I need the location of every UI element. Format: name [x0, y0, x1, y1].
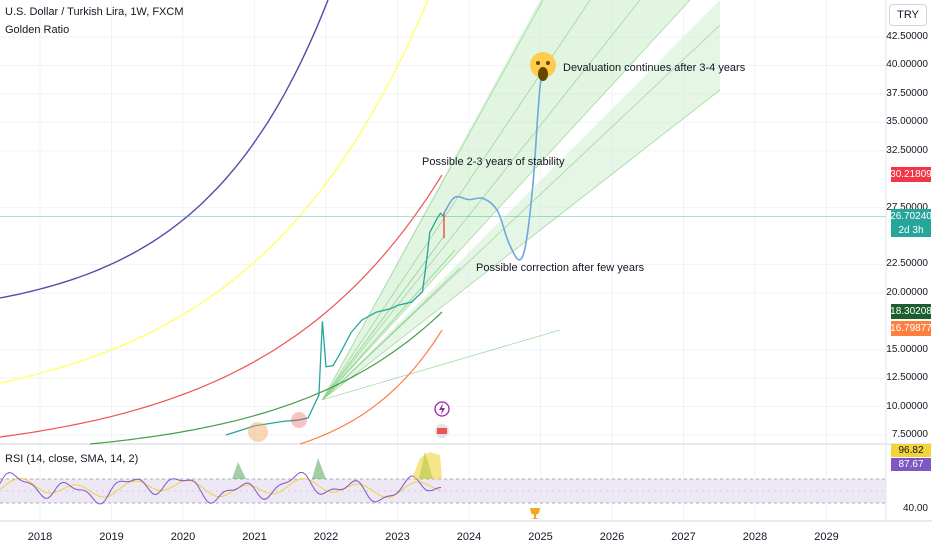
rsi-pane — [0, 452, 886, 505]
rsi-ma-badge: 96.82 — [891, 444, 931, 457]
fan-ray — [322, 234, 446, 400]
highlight-circle — [248, 422, 268, 442]
rsi-overbought-fill — [232, 462, 246, 479]
rsi-overbought-fill — [312, 458, 326, 479]
y-tick-label: 42.50000 — [886, 31, 928, 42]
rsi-overbought-fill — [412, 452, 442, 479]
annotation-stability: Possible 2-3 years of stability — [422, 156, 565, 168]
highlight-circle — [291, 412, 307, 428]
currency-button[interactable]: TRY — [889, 4, 927, 26]
symbol-title[interactable]: U.S. Dollar / Turkish Lira, 1W, FXCM — [5, 6, 184, 18]
fan-ray — [322, 24, 721, 401]
y-tick-label: 20.00000 — [886, 286, 928, 298]
scream-emoji-icon — [530, 52, 556, 78]
y-tick-label: 40.00000 — [886, 59, 928, 71]
fan-ray — [322, 329, 561, 401]
current-price-badge: 26.70240 — [890, 209, 932, 224]
annotation-devaluation: Devaluation continues after 3-4 years — [563, 62, 746, 74]
y-tick-label: 35.00000 — [886, 116, 928, 128]
y-tick-label: 12.50000 — [886, 372, 928, 384]
x-tick-label: 2022 — [313, 531, 339, 543]
y-tick-label: 22.50000 — [886, 258, 928, 270]
price-series — [0, 212, 886, 436]
fan-ray — [322, 249, 456, 401]
x-tick-label: 2018 — [27, 531, 53, 543]
fan-ray — [322, 267, 461, 401]
x-tick-label: 2026 — [599, 531, 625, 543]
indicator-label[interactable]: Golden Ratio — [5, 24, 70, 36]
lightning-glyph — [439, 403, 445, 415]
trophy-icon — [530, 508, 540, 519]
bar-countdown-badge: 2d 3h — [891, 224, 931, 237]
x-tick-label: 2023 — [385, 531, 410, 543]
scream-eye — [546, 61, 550, 65]
upper-band-badge: 30.21809 — [890, 167, 932, 182]
event-icons — [434, 401, 540, 519]
fan-ray — [322, 0, 544, 400]
rsi-line — [0, 471, 442, 505]
orange-band — [299, 329, 443, 445]
green-band — [89, 311, 443, 445]
projection-line — [443, 69, 549, 261]
y-tick-label: 27.50000 — [886, 201, 928, 213]
price-line — [225, 212, 445, 436]
flag-glyph — [437, 428, 447, 434]
golden-ratio-bands — [0, 0, 443, 445]
scream-mouth — [538, 67, 548, 81]
orange-band-badge: 16.79877 — [890, 321, 932, 336]
fan-zone-upper — [322, 0, 720, 400]
projection-series — [248, 52, 556, 442]
scream-eye — [536, 61, 540, 65]
fan-ray — [322, 0, 691, 401]
upper-band — [0, 174, 443, 438]
fan-ray — [322, 0, 641, 400]
x-tick-label: 2020 — [170, 531, 196, 543]
y-tick-label: 15.00000 — [886, 343, 928, 355]
y-tick-label: 10.00000 — [886, 400, 928, 412]
x-tick-label: 2029 — [814, 531, 839, 543]
rsi-indicator-label[interactable]: RSI (14, close, SMA, 14, 2) — [5, 453, 139, 465]
purple-band — [0, 0, 329, 299]
y-tick-label: 7.50000 — [891, 429, 928, 440]
y-tick-label: 32.50000 — [886, 144, 928, 156]
rsi-tick-label: 40.00 — [902, 503, 928, 514]
y-tick-label: 37.50000 — [886, 87, 928, 99]
x-tick-label: 2028 — [742, 531, 768, 543]
rsi-value-badge: 87.67 — [891, 458, 931, 471]
annotation-correction: Possible correction after few years — [476, 262, 645, 274]
x-tick-label: 2024 — [456, 531, 482, 543]
x-tick-label: 2027 — [671, 531, 696, 543]
rsi-ma-line — [0, 477, 442, 498]
x-tick-label: 2019 — [99, 531, 124, 543]
green-band-badge: 18.30208 — [890, 304, 932, 319]
yellow-band — [0, 0, 429, 384]
x-tick-label: 2021 — [242, 531, 267, 543]
x-tick-label: 2025 — [528, 531, 553, 543]
fan-ray — [322, 89, 721, 401]
